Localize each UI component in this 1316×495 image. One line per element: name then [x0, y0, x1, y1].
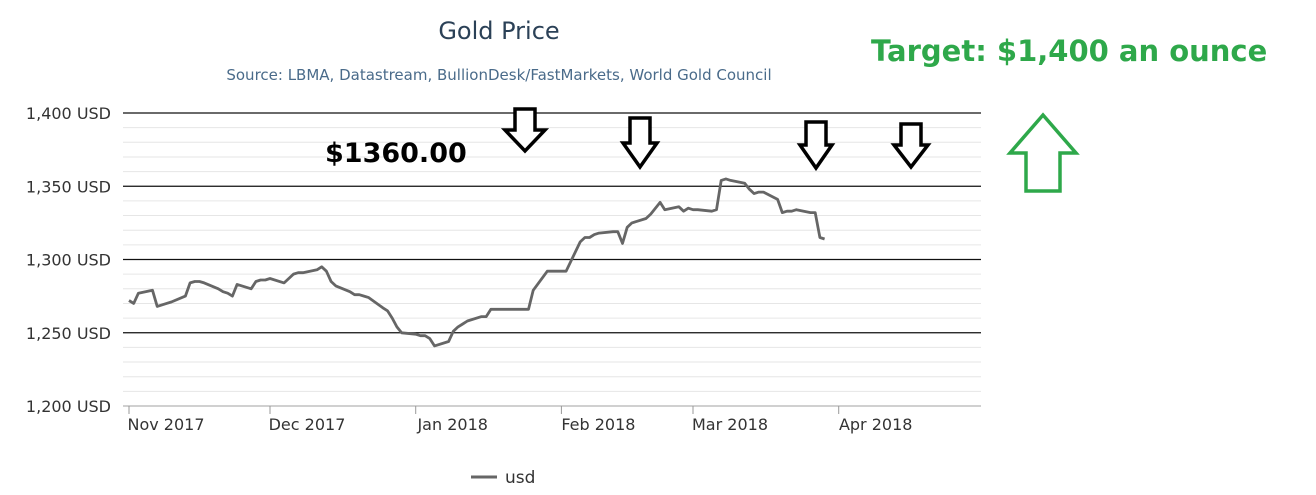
y-tick-label: 1,350 USD — [26, 177, 111, 196]
major-gridlines — [123, 112, 981, 334]
down-arrow-icon — [890, 122, 932, 170]
x-tick-label: Dec 2017 — [269, 415, 346, 434]
minor-gridlines — [123, 127, 981, 392]
x-tick-label: Feb 2018 — [561, 415, 635, 434]
y-tick-label: 1,250 USD — [26, 324, 111, 343]
up-arrow-icon — [1006, 112, 1080, 193]
x-axis: Nov 2017 Dec 2017 Jan 2018 Feb 2018 Mar 2018… — [123, 405, 981, 434]
down-arrow-icon — [619, 116, 661, 171]
y-tick-label: 1,400 USD — [26, 104, 111, 123]
x-tick-label: Mar 2018 — [692, 415, 768, 434]
series-line-usd — [128, 177, 826, 348]
legend[interactable]: usd — [471, 468, 535, 488]
down-arrow-icon — [500, 107, 550, 154]
x-tick-label: Apr 2018 — [839, 415, 912, 434]
x-tick-label: Jan 2018 — [416, 415, 487, 434]
chart-subtitle: Source: LBMA, Datastream, BullionDesk/Fa… — [226, 66, 771, 84]
peak-arrows — [500, 107, 932, 172]
y-tick-label: 1,200 USD — [26, 397, 111, 416]
target-annotation: Target: $1,400 an ounce — [871, 34, 1267, 68]
y-axis-labels: 1,200 USD 1,250 USD 1,300 USD 1,350 USD 1,40… — [26, 104, 111, 416]
series-layer — [128, 177, 826, 348]
chart-title: Gold Price — [438, 17, 559, 45]
price-annotation: $1360.00 — [325, 138, 467, 169]
y-tick-label: 1,300 USD — [26, 251, 111, 270]
legend-label-usd: usd — [505, 468, 535, 488]
down-arrow-icon — [796, 120, 836, 172]
x-tick-label: Nov 2017 — [127, 415, 204, 434]
